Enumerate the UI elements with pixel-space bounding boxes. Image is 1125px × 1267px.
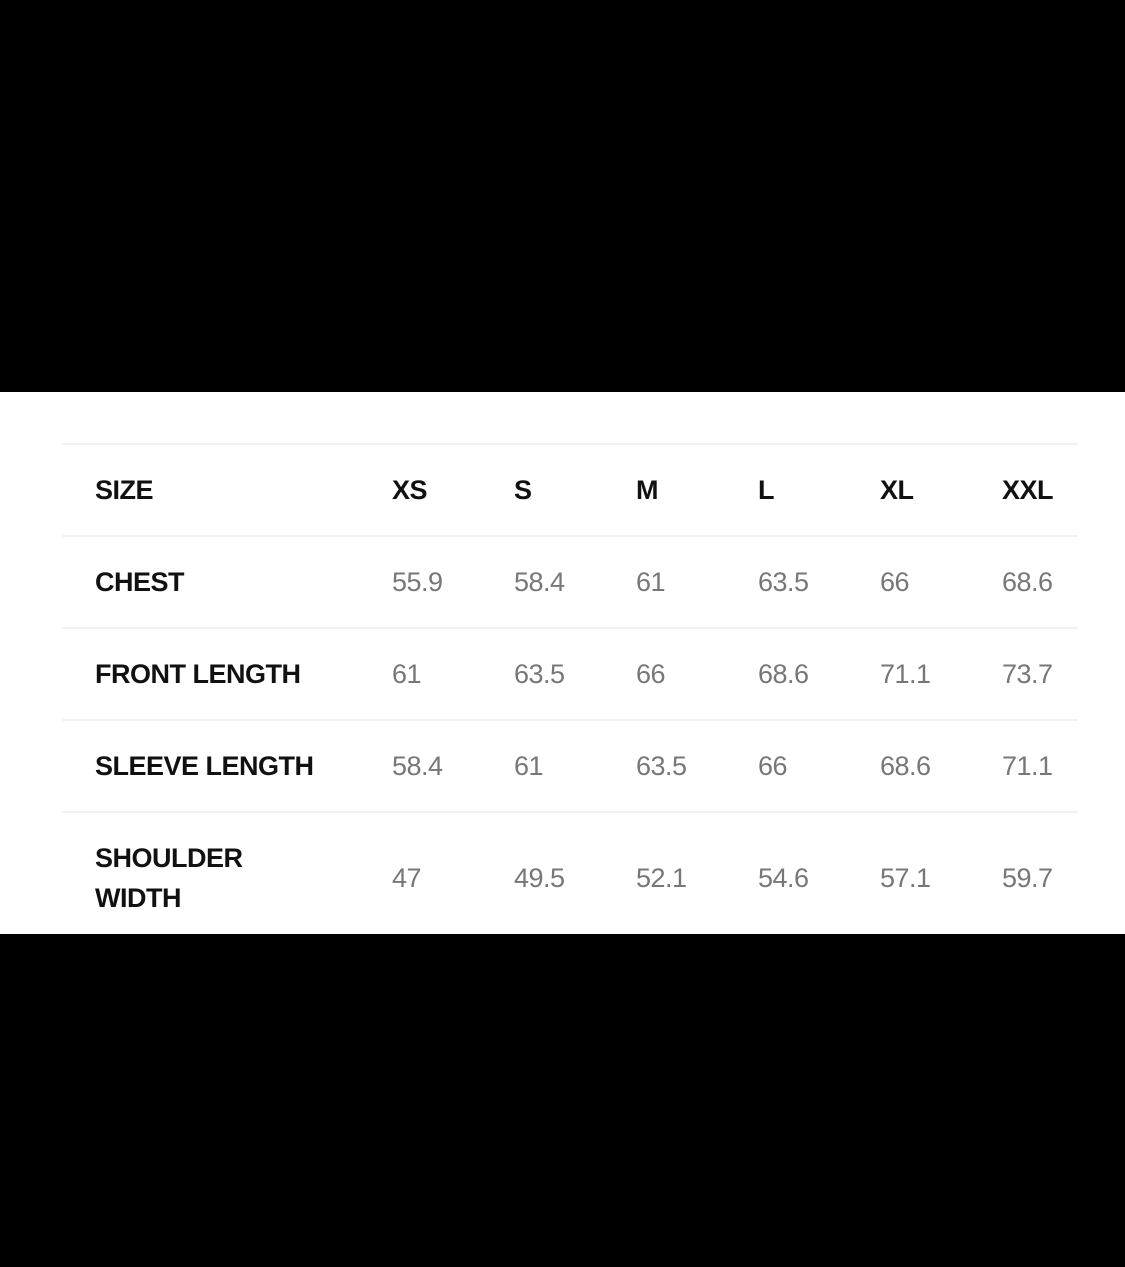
- row-label: CHEST: [95, 567, 185, 597]
- table-cell: 71.1: [1002, 750, 1053, 781]
- header-row: SIZE XS S M L XL XXL: [62, 443, 1078, 535]
- table-cell: 49.5: [514, 862, 565, 893]
- table-cell: 61: [392, 658, 422, 689]
- size-header-xl: XL: [880, 474, 914, 505]
- size-header-l: L: [758, 474, 775, 505]
- header-label: SIZE: [95, 475, 154, 505]
- size-header-xs: XS: [392, 474, 428, 505]
- size-chart-table: SIZE XS S M L XL XXL CHEST 55.9 58.4 61 …: [62, 443, 1078, 943]
- table-cell: 55.9: [392, 566, 443, 597]
- table-cell: 63.5: [514, 658, 565, 689]
- size-header-s: S: [514, 474, 532, 505]
- table-cell: 66: [880, 566, 910, 597]
- table-cell: 61: [514, 750, 544, 781]
- size-chart-panel: SIZE XS S M L XL XXL CHEST 55.9 58.4 61 …: [0, 392, 1125, 934]
- table-cell: 54.6: [758, 862, 809, 893]
- table-cell: 47: [392, 862, 422, 893]
- table-cell: 68.6: [880, 750, 931, 781]
- table-cell: 52.1: [636, 862, 687, 893]
- table-cell: 63.5: [758, 566, 809, 597]
- row-label: SLEEVE LENGTH: [95, 751, 314, 781]
- row-label: FRONT LENGTH: [95, 659, 301, 689]
- table-cell: 63.5: [636, 750, 687, 781]
- table-row: CHEST 55.9 58.4 61 63.5 66 68.6: [62, 535, 1078, 627]
- table-cell: 58.4: [514, 566, 565, 597]
- table-cell: 66: [758, 750, 788, 781]
- table-cell: 66: [636, 658, 666, 689]
- table-cell: 61: [636, 566, 666, 597]
- table-row: FRONT LENGTH 61 63.5 66 68.6 71.1 73.7: [62, 627, 1078, 719]
- size-header-m: M: [636, 474, 659, 505]
- table-cell: 68.6: [1002, 566, 1053, 597]
- table-cell: 57.1: [880, 862, 931, 893]
- size-header-xxl: XXL: [1002, 474, 1054, 505]
- table-cell: 68.6: [758, 658, 809, 689]
- table-cell: 59.7: [1002, 862, 1053, 893]
- table-cell: 58.4: [392, 750, 443, 781]
- table-cell: 71.1: [880, 658, 931, 689]
- table-cell: 73.7: [1002, 658, 1053, 689]
- table-row: SHOULDER WIDTH 47 49.5 52.1 54.6 57.1 59…: [62, 811, 1078, 943]
- row-label: SHOULDER WIDTH: [95, 843, 243, 913]
- table-row: SLEEVE LENGTH 58.4 61 63.5 66 68.6 71.1: [62, 719, 1078, 811]
